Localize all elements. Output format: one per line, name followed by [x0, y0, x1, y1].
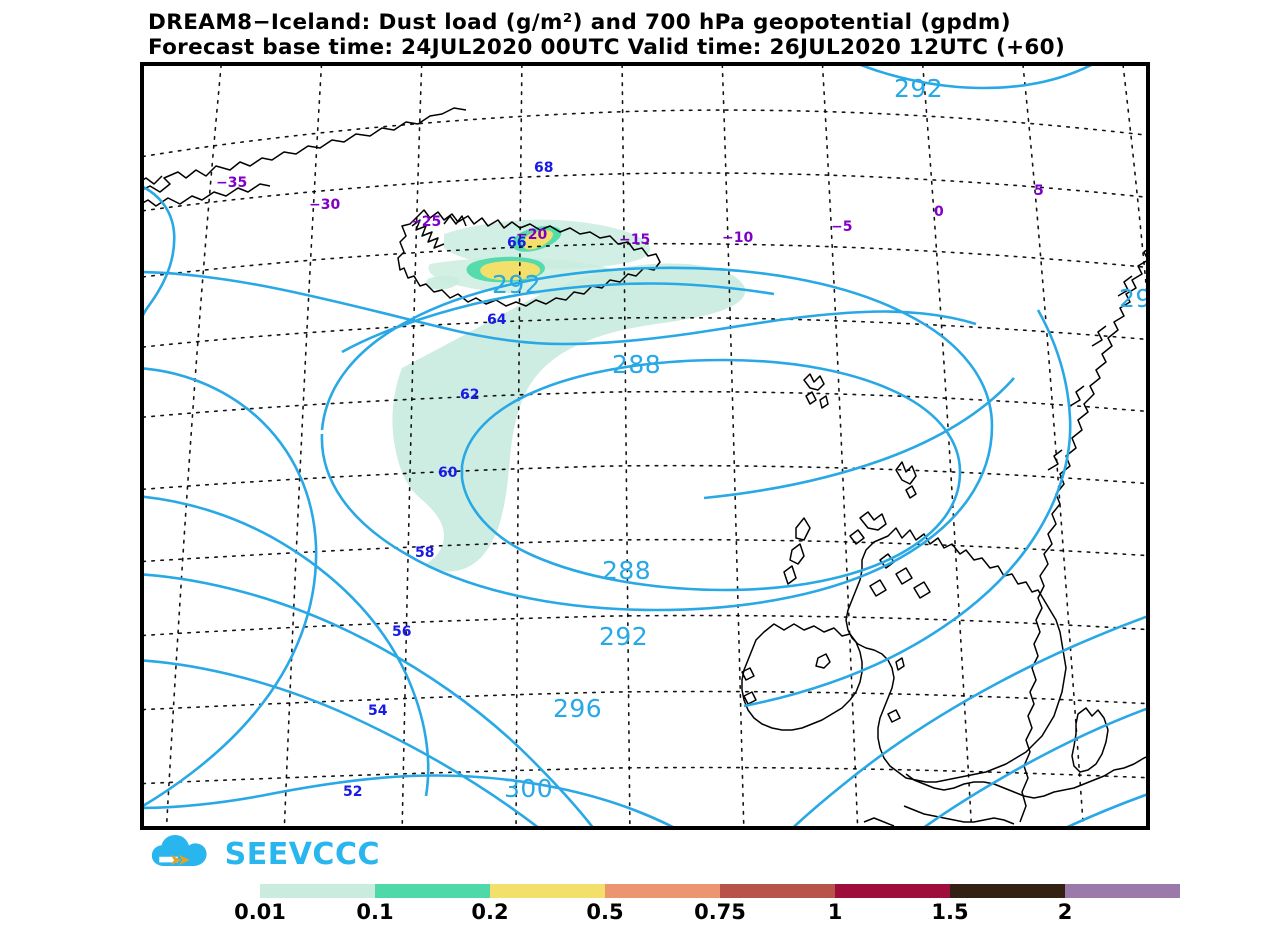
- colorbar-segment-4: [720, 884, 835, 898]
- chart-title-block: DREAM8−Iceland: Dust load (g/m²) and 700…: [148, 10, 1276, 60]
- graticule-meridians: [165, 66, 1146, 826]
- colorbar-tick-label: 0.5: [586, 900, 624, 924]
- colorbar-tick-label: 1: [827, 900, 843, 924]
- colorbar: 0.01 0.1 0.2 0.5 0.75 1 1.5 2: [0, 884, 1282, 925]
- colorbar-tick-label: 0.1: [356, 900, 394, 924]
- colorbar-segment-7: [1065, 884, 1180, 898]
- colorbar-tick-label: 0.01: [234, 900, 286, 924]
- colorbar-tick-label: 0.2: [471, 900, 509, 924]
- colorbar-segment-6: [950, 884, 1065, 898]
- colorbar-tick-label: 0.75: [694, 900, 746, 924]
- logo-text: SEEVCCC: [224, 836, 380, 872]
- cloud-arrow-icon: [151, 834, 207, 867]
- colorbar-segment-1: [375, 884, 490, 898]
- colorbar-segment-3: [605, 884, 720, 898]
- colorbar-segment-5: [835, 884, 950, 898]
- colorbar-tick-label: 1.5: [931, 900, 969, 924]
- dust-load-shading: [392, 219, 746, 572]
- colorbar-tick-labels: 0.01 0.1 0.2 0.5 0.75 1 1.5 2: [0, 900, 1282, 925]
- map-canvas: [144, 66, 1146, 826]
- graticule-parallels: [144, 109, 1146, 785]
- colorbar-segment-2: [490, 884, 605, 898]
- page-title: DREAM8−Iceland: Dust load (g/m²) and 700…: [148, 10, 1011, 35]
- colorbar-tick-label: 2: [1057, 900, 1073, 924]
- forecast-map[interactable]: 68 66 64 62 60 58 56 54 52 50 −35 −30 −2…: [140, 62, 1150, 830]
- colorbar-strip: [260, 884, 1180, 898]
- colorbar-segment-0: [260, 884, 375, 898]
- geopotential-contours: [144, 66, 1146, 826]
- seevccc-logo[interactable]: SEEVCCC: [150, 832, 380, 876]
- forecast-time-subtitle: Forecast base time: 24JUL2020 00UTC Vali…: [148, 35, 1066, 60]
